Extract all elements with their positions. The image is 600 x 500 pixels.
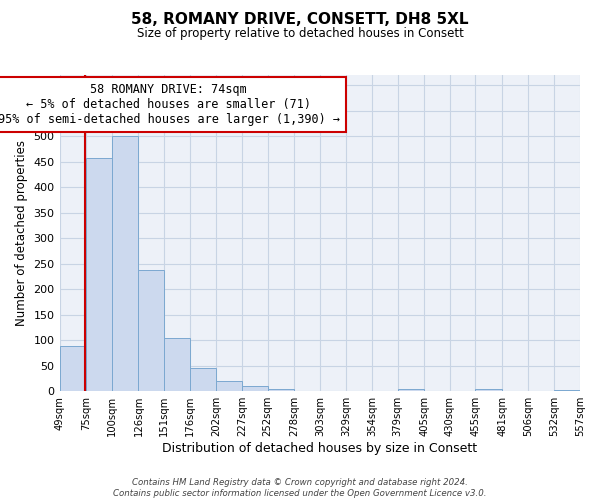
Bar xyxy=(242,386,268,391)
Bar xyxy=(59,346,86,391)
Bar xyxy=(190,368,216,391)
Y-axis label: Number of detached properties: Number of detached properties xyxy=(15,140,28,326)
Bar xyxy=(475,389,502,391)
X-axis label: Distribution of detached houses by size in Consett: Distribution of detached houses by size … xyxy=(162,442,478,455)
Text: 58, ROMANY DRIVE, CONSETT, DH8 5XL: 58, ROMANY DRIVE, CONSETT, DH8 5XL xyxy=(131,12,469,28)
Bar xyxy=(216,381,242,391)
Text: Size of property relative to detached houses in Consett: Size of property relative to detached ho… xyxy=(137,28,463,40)
Bar xyxy=(398,388,424,391)
Bar xyxy=(164,338,190,391)
Text: Contains HM Land Registry data © Crown copyright and database right 2024.
Contai: Contains HM Land Registry data © Crown c… xyxy=(113,478,487,498)
Bar xyxy=(139,270,164,391)
Bar xyxy=(554,390,580,391)
Bar xyxy=(86,158,112,391)
Bar xyxy=(112,136,139,391)
Text: 58 ROMANY DRIVE: 74sqm
← 5% of detached houses are smaller (71)
95% of semi-deta: 58 ROMANY DRIVE: 74sqm ← 5% of detached … xyxy=(0,83,340,126)
Bar xyxy=(268,388,294,391)
